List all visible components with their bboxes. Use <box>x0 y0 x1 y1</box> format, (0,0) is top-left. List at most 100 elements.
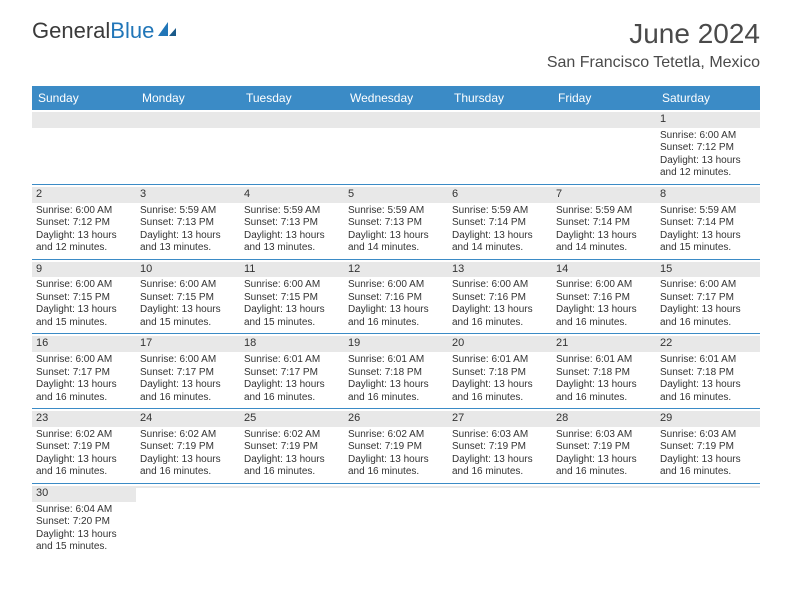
day-cell <box>448 110 552 184</box>
day-dl1: Daylight: 13 hours <box>244 230 340 243</box>
week-row: 9Sunrise: 6:00 AMSunset: 7:15 PMDaylight… <box>32 260 760 335</box>
day-sunset: Sunset: 7:18 PM <box>452 367 548 380</box>
day-sunset: Sunset: 7:15 PM <box>244 292 340 305</box>
day-dl1: Daylight: 13 hours <box>660 454 756 467</box>
day-sunset: Sunset: 7:16 PM <box>452 292 548 305</box>
weekday-sunday: Sunday <box>32 86 136 110</box>
day-sunrise: Sunrise: 6:00 AM <box>36 205 132 218</box>
day-cell <box>240 110 344 184</box>
day-dl2: and 14 minutes. <box>452 242 548 255</box>
day-number: 29 <box>656 411 760 427</box>
day-dl2: and 14 minutes. <box>556 242 652 255</box>
day-number <box>136 486 240 488</box>
day-sunrise: Sunrise: 6:00 AM <box>348 279 444 292</box>
day-sunrise: Sunrise: 6:00 AM <box>140 354 236 367</box>
day-cell: 21Sunrise: 6:01 AMSunset: 7:18 PMDayligh… <box>552 334 656 408</box>
day-cell: 22Sunrise: 6:01 AMSunset: 7:18 PMDayligh… <box>656 334 760 408</box>
day-cell <box>344 484 448 558</box>
day-sunrise: Sunrise: 6:00 AM <box>556 279 652 292</box>
day-dl2: and 12 minutes. <box>660 167 756 180</box>
weekday-saturday: Saturday <box>656 86 760 110</box>
weekday-wednesday: Wednesday <box>344 86 448 110</box>
day-cell: 19Sunrise: 6:01 AMSunset: 7:18 PMDayligh… <box>344 334 448 408</box>
day-dl2: and 12 minutes. <box>36 242 132 255</box>
title-block: June 2024 San Francisco Tetetla, Mexico <box>547 18 760 72</box>
day-number: 7 <box>552 187 656 203</box>
day-number: 16 <box>32 336 136 352</box>
day-sunset: Sunset: 7:14 PM <box>556 217 652 230</box>
day-sunset: Sunset: 7:16 PM <box>348 292 444 305</box>
day-sunset: Sunset: 7:13 PM <box>244 217 340 230</box>
day-sunrise: Sunrise: 6:00 AM <box>140 279 236 292</box>
week-row: 1Sunrise: 6:00 AMSunset: 7:12 PMDaylight… <box>32 110 760 185</box>
day-dl1: Daylight: 13 hours <box>244 304 340 317</box>
day-number <box>136 112 240 128</box>
day-number: 4 <box>240 187 344 203</box>
day-cell: 18Sunrise: 6:01 AMSunset: 7:17 PMDayligh… <box>240 334 344 408</box>
day-dl2: and 13 minutes. <box>244 242 340 255</box>
day-cell <box>656 484 760 558</box>
day-cell <box>240 484 344 558</box>
day-number: 21 <box>552 336 656 352</box>
day-number: 27 <box>448 411 552 427</box>
day-sunrise: Sunrise: 5:59 AM <box>556 205 652 218</box>
day-dl1: Daylight: 13 hours <box>244 454 340 467</box>
day-sunset: Sunset: 7:18 PM <box>660 367 756 380</box>
day-number <box>344 112 448 128</box>
week-row: 2Sunrise: 6:00 AMSunset: 7:12 PMDaylight… <box>32 185 760 260</box>
day-sunrise: Sunrise: 5:59 AM <box>140 205 236 218</box>
day-number: 5 <box>344 187 448 203</box>
day-sunrise: Sunrise: 6:00 AM <box>452 279 548 292</box>
weeks-container: 1 Sunrise: 6:00 AM Sunset: 7:12 PM Daylight… <box>32 110 760 558</box>
day-number: 1 <box>656 112 760 128</box>
day-cell <box>552 110 656 184</box>
day-cell: 12Sunrise: 6:00 AMSunset: 7:16 PMDayligh… <box>344 260 448 334</box>
day-cell <box>448 484 552 558</box>
day-dl1: Daylight: 13 hours <box>660 379 756 392</box>
brand-part2: Blue <box>110 18 154 44</box>
day-cell: 7 Sunrise: 5:59 AMSunset: 7:14 PMDaylight… <box>552 185 656 259</box>
day-dl2: and 16 minutes. <box>348 392 444 405</box>
day-dl1: Daylight: 13 hours <box>348 454 444 467</box>
day-sunset: Sunset: 7:12 PM <box>660 142 756 155</box>
day-sunset: Sunset: 7:19 PM <box>348 441 444 454</box>
day-sunset: Sunset: 7:17 PM <box>36 367 132 380</box>
brand-part1: General <box>32 18 110 44</box>
day-sunset: Sunset: 7:14 PM <box>452 217 548 230</box>
day-cell: 5Sunrise: 5:59 AMSunset: 7:13 PMDaylight… <box>344 185 448 259</box>
day-cell <box>344 110 448 184</box>
weekday-friday: Friday <box>552 86 656 110</box>
day-sunrise: Sunrise: 5:59 AM <box>452 205 548 218</box>
day-dl1: Daylight: 13 hours <box>556 230 652 243</box>
day-sunset: Sunset: 7:19 PM <box>244 441 340 454</box>
day-sunset: Sunset: 7:17 PM <box>140 367 236 380</box>
day-cell: 8Sunrise: 5:59 AMSunset: 7:14 PMDaylight… <box>656 185 760 259</box>
day-dl2: and 16 minutes. <box>140 466 236 479</box>
day-number: 6 <box>448 187 552 203</box>
day-sunset: Sunset: 7:13 PM <box>140 217 236 230</box>
day-number: 30 <box>32 486 136 502</box>
day-cell: 27Sunrise: 6:03 AMSunset: 7:19 PMDayligh… <box>448 409 552 483</box>
day-sunrise: Sunrise: 6:02 AM <box>244 429 340 442</box>
day-sunset: Sunset: 7:19 PM <box>660 441 756 454</box>
day-number <box>344 486 448 488</box>
day-dl2: and 13 minutes. <box>140 242 236 255</box>
day-sunrise: Sunrise: 6:01 AM <box>348 354 444 367</box>
day-sunrise: Sunrise: 5:59 AM <box>348 205 444 218</box>
day-dl2: and 14 minutes. <box>348 242 444 255</box>
day-sunset: Sunset: 7:19 PM <box>556 441 652 454</box>
calendar: Sunday Monday Tuesday Wednesday Thursday… <box>32 86 760 558</box>
sail-icon <box>156 20 178 38</box>
day-cell: 4Sunrise: 5:59 AMSunset: 7:13 PMDaylight… <box>240 185 344 259</box>
day-dl1: Daylight: 13 hours <box>452 304 548 317</box>
week-row: 16Sunrise: 6:00 AMSunset: 7:17 PMDayligh… <box>32 334 760 409</box>
day-dl2: and 16 minutes. <box>660 317 756 330</box>
day-dl2: and 15 minutes. <box>140 317 236 330</box>
day-cell <box>552 484 656 558</box>
day-number: 12 <box>344 262 448 278</box>
brand-logo: GeneralBlue <box>32 18 178 44</box>
day-number: 11 <box>240 262 344 278</box>
day-number: 26 <box>344 411 448 427</box>
day-dl2: and 16 minutes. <box>348 317 444 330</box>
day-sunrise: Sunrise: 6:01 AM <box>660 354 756 367</box>
